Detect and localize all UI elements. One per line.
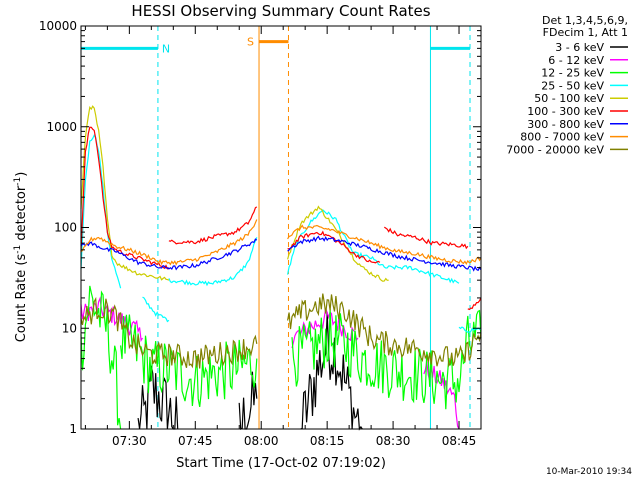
- y-axis-label-end: ): [14, 172, 29, 177]
- x-tick-label: 07:30: [112, 434, 147, 448]
- series-line: [458, 326, 482, 333]
- legend-header-line-2: FDecim 1, Att 1: [543, 26, 628, 39]
- series-line: [287, 293, 482, 368]
- series-line: [383, 226, 469, 250]
- series-line: [287, 224, 482, 266]
- series-line: [80, 296, 144, 343]
- x-tick-label: 08:45: [442, 434, 477, 448]
- y-axis-label-part-2: detector: [14, 185, 29, 245]
- x-tick-label: 08:00: [244, 434, 279, 448]
- legend-label: 800 - 7000 keV: [520, 131, 604, 144]
- series-layer: [80, 105, 482, 431]
- legend: Det 1,3,4,5,6,9, FDecim 1, Att 1 3 - 6 k…: [506, 14, 628, 156]
- legend-label: 3 - 6 keV: [555, 41, 604, 54]
- y-tick-label: 100: [54, 221, 77, 235]
- series-line: [287, 230, 381, 264]
- x-tick-label: 08:30: [376, 434, 411, 448]
- series-line: [291, 309, 482, 410]
- x-axis-label: Start Time (17-Oct-02 07:19:02): [176, 456, 386, 471]
- series-line: [142, 296, 170, 323]
- flags-layer: NS: [80, 26, 471, 429]
- series-line: [80, 134, 122, 289]
- flag-label: N: [162, 42, 170, 55]
- x-axis: 07:30 07:45 08:00 08:15 08:30 08:45: [84, 26, 477, 448]
- flag-label: S: [247, 36, 254, 49]
- series-line: [467, 297, 482, 311]
- chart-title: HESSI Observing Summary Count Rates: [131, 2, 430, 20]
- series-line: [168, 206, 258, 245]
- x-tick-label: 07:45: [178, 434, 213, 448]
- y-axis-label-part-1: Count Rate (s: [14, 254, 29, 343]
- legend-label: 6 - 12 keV: [548, 54, 604, 67]
- y-axis-label: Count Rate (s-1 detector-1): [13, 172, 29, 343]
- y-axis-label-sup-2: -1: [13, 177, 23, 186]
- plot-area: NS: [80, 25, 482, 431]
- series-line: [168, 237, 258, 287]
- legend-label: 50 - 100 keV: [534, 92, 604, 105]
- y-tick-label: 10: [62, 321, 77, 335]
- series-line: [80, 238, 258, 271]
- series-3: [80, 134, 482, 333]
- y-tick-label: 1000: [46, 120, 77, 134]
- series-2: [80, 285, 482, 430]
- legend-label: 25 - 50 keV: [541, 79, 604, 92]
- series-line: [80, 296, 258, 369]
- y-axis-label-sup-1: -1: [13, 245, 23, 254]
- series-line: [80, 126, 170, 270]
- series-5: [80, 126, 482, 311]
- series-line: [238, 371, 258, 431]
- legend-label: 300 - 800 keV: [527, 118, 604, 131]
- x-tick-label: 08:15: [310, 434, 345, 448]
- y-tick-label: 1: [69, 422, 77, 436]
- timestamp: 10-Mar-2010 19:34: [546, 467, 632, 477]
- series-7: [80, 219, 482, 266]
- legend-label: 12 - 25 keV: [541, 67, 604, 80]
- legend-label: 7000 - 20000 keV: [506, 143, 604, 156]
- series-line: [80, 285, 122, 430]
- legend-header-line-1: Det 1,3,4,5,6,9,: [542, 14, 628, 27]
- series-line: [287, 235, 482, 272]
- series-8: [80, 293, 482, 369]
- series-line: [287, 209, 460, 284]
- series-6: [80, 235, 482, 272]
- legend-label: 100 - 300 keV: [527, 105, 604, 118]
- series-line: [80, 105, 170, 281]
- series-line: [120, 314, 258, 408]
- y-tick-label: 10000: [39, 19, 77, 33]
- y-axis: 1 10 100 1000 10000: [39, 19, 481, 436]
- series-line: [80, 219, 258, 266]
- series-line: [137, 365, 179, 430]
